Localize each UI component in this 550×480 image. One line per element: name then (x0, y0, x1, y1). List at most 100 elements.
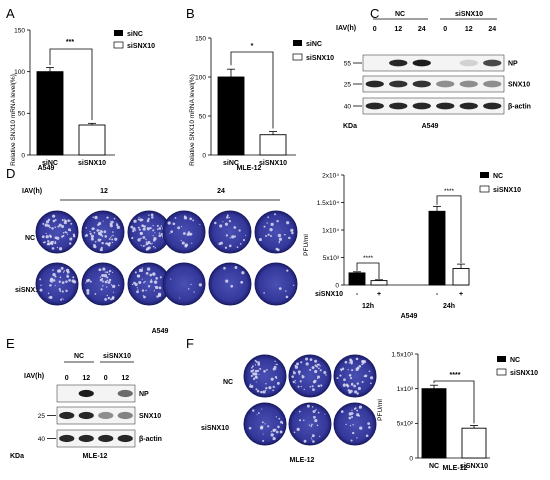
blot-strip (56, 429, 136, 448)
plaque (261, 408, 263, 410)
plaque (101, 241, 104, 245)
plaque (278, 237, 283, 241)
plaque (256, 369, 260, 372)
plaque (106, 294, 109, 297)
plaque (112, 284, 116, 289)
y-tick-label: 100 (14, 69, 25, 76)
plaque (234, 266, 238, 269)
bar (428, 210, 446, 286)
protein-label: β-actin (508, 104, 531, 111)
plaque (270, 377, 274, 381)
plaque (152, 235, 154, 237)
plaque (116, 225, 120, 229)
plaque (111, 238, 114, 241)
legend-label-nc: NC (510, 357, 520, 364)
blot-strip (56, 406, 136, 425)
panel-d-time-12: 12 (100, 188, 108, 195)
legend-label-sinc: siNC (127, 31, 143, 38)
plaque (229, 217, 231, 219)
plaque (87, 278, 91, 282)
plaque (101, 273, 105, 278)
plaque (223, 266, 226, 270)
plaque (52, 219, 56, 223)
plaque (153, 290, 155, 292)
plaque (285, 295, 289, 299)
plaque (104, 235, 108, 238)
plaque (272, 389, 275, 392)
plaque (298, 373, 301, 375)
timepoint-label: 0 (443, 26, 447, 33)
significance-bracket (356, 262, 380, 279)
plaque (60, 266, 64, 270)
plaque (53, 240, 55, 242)
category-label: siSNX10 (460, 463, 488, 470)
plaque (97, 223, 100, 226)
plaque (138, 216, 140, 219)
plaque (356, 413, 360, 417)
plaque (310, 437, 312, 439)
legend-label-sisnx10: siSNX10 (127, 43, 155, 50)
y-tick-label: 1.5x10⁴ (317, 200, 340, 207)
plaque (158, 227, 162, 230)
plaque (296, 427, 300, 431)
significance-label: **** (363, 255, 374, 262)
plaque (267, 216, 270, 219)
plaque (263, 292, 265, 294)
plaque (49, 295, 53, 299)
plaque (255, 388, 258, 391)
plaque (39, 278, 42, 281)
plaque (58, 247, 63, 251)
plaque (311, 406, 314, 408)
plaque (45, 235, 49, 239)
panel-d-plaque-assay: IAV(h) 12 24 NC siSNX10 A549 (15, 188, 298, 335)
panel-a-legend: siNC siSNX10 (113, 30, 155, 50)
panel-b-significance: * (251, 43, 254, 50)
plaque (351, 369, 354, 372)
plaque (139, 218, 143, 222)
plaque-well (243, 354, 287, 398)
plaque (177, 226, 180, 230)
plaque-well (35, 262, 79, 306)
plaque (134, 271, 137, 274)
plaque (142, 227, 146, 231)
category-label: siSNX10 (78, 160, 106, 167)
plaque (264, 423, 266, 425)
panel-f-plaque-assay: NC siSNX10 MLE-12 (201, 354, 377, 464)
y-tick-label: 150 (195, 35, 206, 42)
plaque (107, 296, 111, 300)
plaque (190, 283, 192, 285)
plaque (158, 232, 161, 234)
panel-c-kda: KDa (343, 123, 357, 130)
blot-band (117, 389, 133, 398)
plaque (137, 238, 141, 242)
plaque (359, 426, 363, 430)
timepoint-label: 12 (394, 26, 402, 33)
plaque (325, 374, 327, 376)
plaque (269, 228, 273, 232)
plaque (147, 285, 151, 288)
bar (78, 124, 106, 156)
plaque (160, 225, 163, 227)
plaque (225, 279, 229, 283)
legend-swatch-filled (480, 172, 489, 178)
plaque (365, 434, 369, 438)
plaque (351, 431, 355, 435)
plaque (251, 366, 253, 369)
plaque (92, 216, 95, 218)
plaque (293, 284, 295, 287)
plaque (152, 245, 155, 248)
plaque (98, 268, 102, 272)
plaque (340, 369, 343, 372)
plaque (250, 374, 253, 378)
plaque (276, 248, 280, 252)
kda-marker: 25 (344, 82, 352, 89)
plaque (257, 412, 260, 414)
plaque (312, 388, 315, 392)
panel-f-significance: **** (450, 372, 461, 379)
plaque (43, 241, 46, 244)
category-label: siSNX10 (259, 160, 287, 167)
plaque (349, 360, 353, 364)
plaque (54, 285, 56, 287)
panel-c-western-blot: NC siSNX10 IAV(h) 0 12 24 0 12 24 NP SNX10 β-ac… (336, 11, 531, 130)
panel-d-significance: **** **** (356, 188, 462, 279)
